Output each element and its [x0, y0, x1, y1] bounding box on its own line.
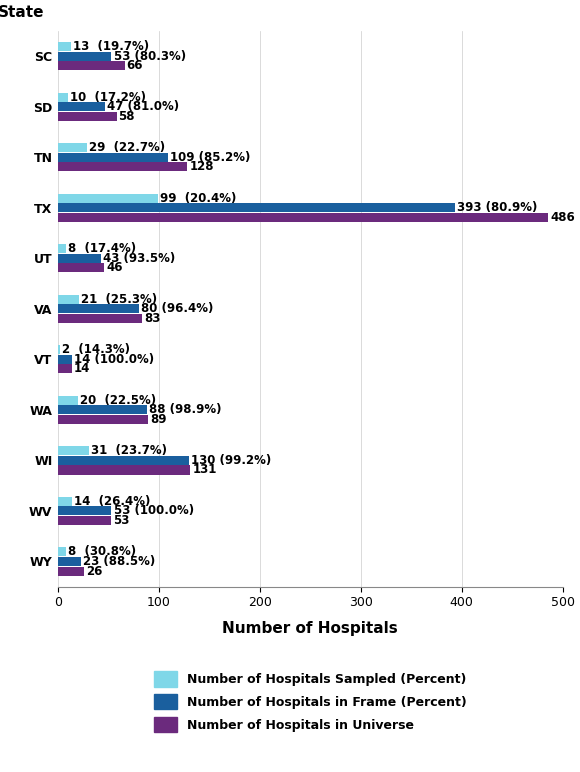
Text: 46: 46 — [107, 262, 123, 274]
Bar — [58, 455, 189, 465]
Bar — [58, 254, 102, 262]
Bar — [58, 496, 72, 506]
Bar — [58, 93, 68, 102]
Text: 486: 486 — [550, 211, 575, 224]
Text: 89: 89 — [150, 413, 166, 426]
Bar — [58, 567, 84, 576]
Text: 13  (19.7%): 13 (19.7%) — [73, 40, 149, 53]
Text: 58: 58 — [118, 110, 135, 123]
Text: 109 (85.2%): 109 (85.2%) — [170, 151, 251, 164]
Bar — [58, 345, 60, 354]
Bar — [58, 355, 72, 364]
Text: 29  (22.7%): 29 (22.7%) — [89, 141, 165, 154]
Text: 21  (25.3%): 21 (25.3%) — [81, 293, 157, 306]
Bar — [58, 396, 78, 405]
Bar — [58, 446, 89, 455]
Text: 26: 26 — [86, 564, 103, 577]
Legend: Number of Hospitals Sampled (Percent), Number of Hospitals in Frame (Percent), N: Number of Hospitals Sampled (Percent), N… — [148, 665, 473, 739]
Text: 43 (93.5%): 43 (93.5%) — [103, 252, 176, 265]
Text: 14  (26.4%): 14 (26.4%) — [74, 495, 151, 508]
Bar — [58, 415, 148, 424]
Bar — [58, 244, 66, 253]
Text: 10  (17.2%): 10 (17.2%) — [70, 90, 146, 103]
Text: 99  (20.4%): 99 (20.4%) — [160, 191, 236, 205]
Bar — [58, 153, 168, 162]
Text: 14 (100.0%): 14 (100.0%) — [74, 353, 154, 366]
Text: 66: 66 — [126, 59, 143, 73]
Bar — [58, 295, 79, 303]
Text: 53: 53 — [114, 514, 130, 527]
Bar — [58, 364, 72, 374]
Text: 23 (88.5%): 23 (88.5%) — [84, 555, 155, 568]
X-axis label: Number of Hospitals: Number of Hospitals — [222, 621, 398, 635]
Text: 88 (98.9%): 88 (98.9%) — [149, 403, 222, 416]
Bar — [58, 405, 147, 415]
Text: 14: 14 — [74, 362, 90, 375]
Bar — [58, 52, 111, 61]
Bar — [58, 213, 549, 222]
Text: 53 (80.3%): 53 (80.3%) — [114, 49, 186, 63]
Text: 53 (100.0%): 53 (100.0%) — [114, 504, 194, 517]
Bar — [58, 102, 106, 111]
Bar — [58, 112, 117, 121]
Text: 130 (99.2%): 130 (99.2%) — [191, 454, 271, 467]
Text: 20  (22.5%): 20 (22.5%) — [80, 394, 157, 407]
Bar — [58, 203, 455, 212]
Text: 47 (81.0%): 47 (81.0%) — [107, 100, 180, 113]
Text: 128: 128 — [189, 161, 213, 173]
Text: 8  (17.4%): 8 (17.4%) — [68, 242, 136, 256]
Bar — [58, 42, 71, 51]
Bar — [58, 506, 111, 516]
Text: 80 (96.4%): 80 (96.4%) — [141, 303, 213, 315]
Bar — [58, 143, 87, 152]
Text: 393 (80.9%): 393 (80.9%) — [456, 201, 537, 215]
Bar — [58, 61, 125, 70]
Bar — [58, 547, 66, 557]
Bar — [58, 516, 111, 525]
Text: 2  (14.3%): 2 (14.3%) — [62, 344, 130, 356]
Text: 131: 131 — [192, 463, 216, 476]
Text: 83: 83 — [144, 312, 160, 325]
Text: State: State — [0, 5, 44, 20]
Text: 8  (30.8%): 8 (30.8%) — [68, 545, 136, 558]
Text: 31  (23.7%): 31 (23.7%) — [91, 445, 167, 457]
Bar — [58, 314, 142, 323]
Bar — [58, 304, 139, 313]
Bar — [58, 557, 81, 566]
Bar — [58, 162, 187, 171]
Bar — [58, 466, 190, 475]
Bar — [58, 194, 158, 203]
Bar — [58, 263, 104, 273]
